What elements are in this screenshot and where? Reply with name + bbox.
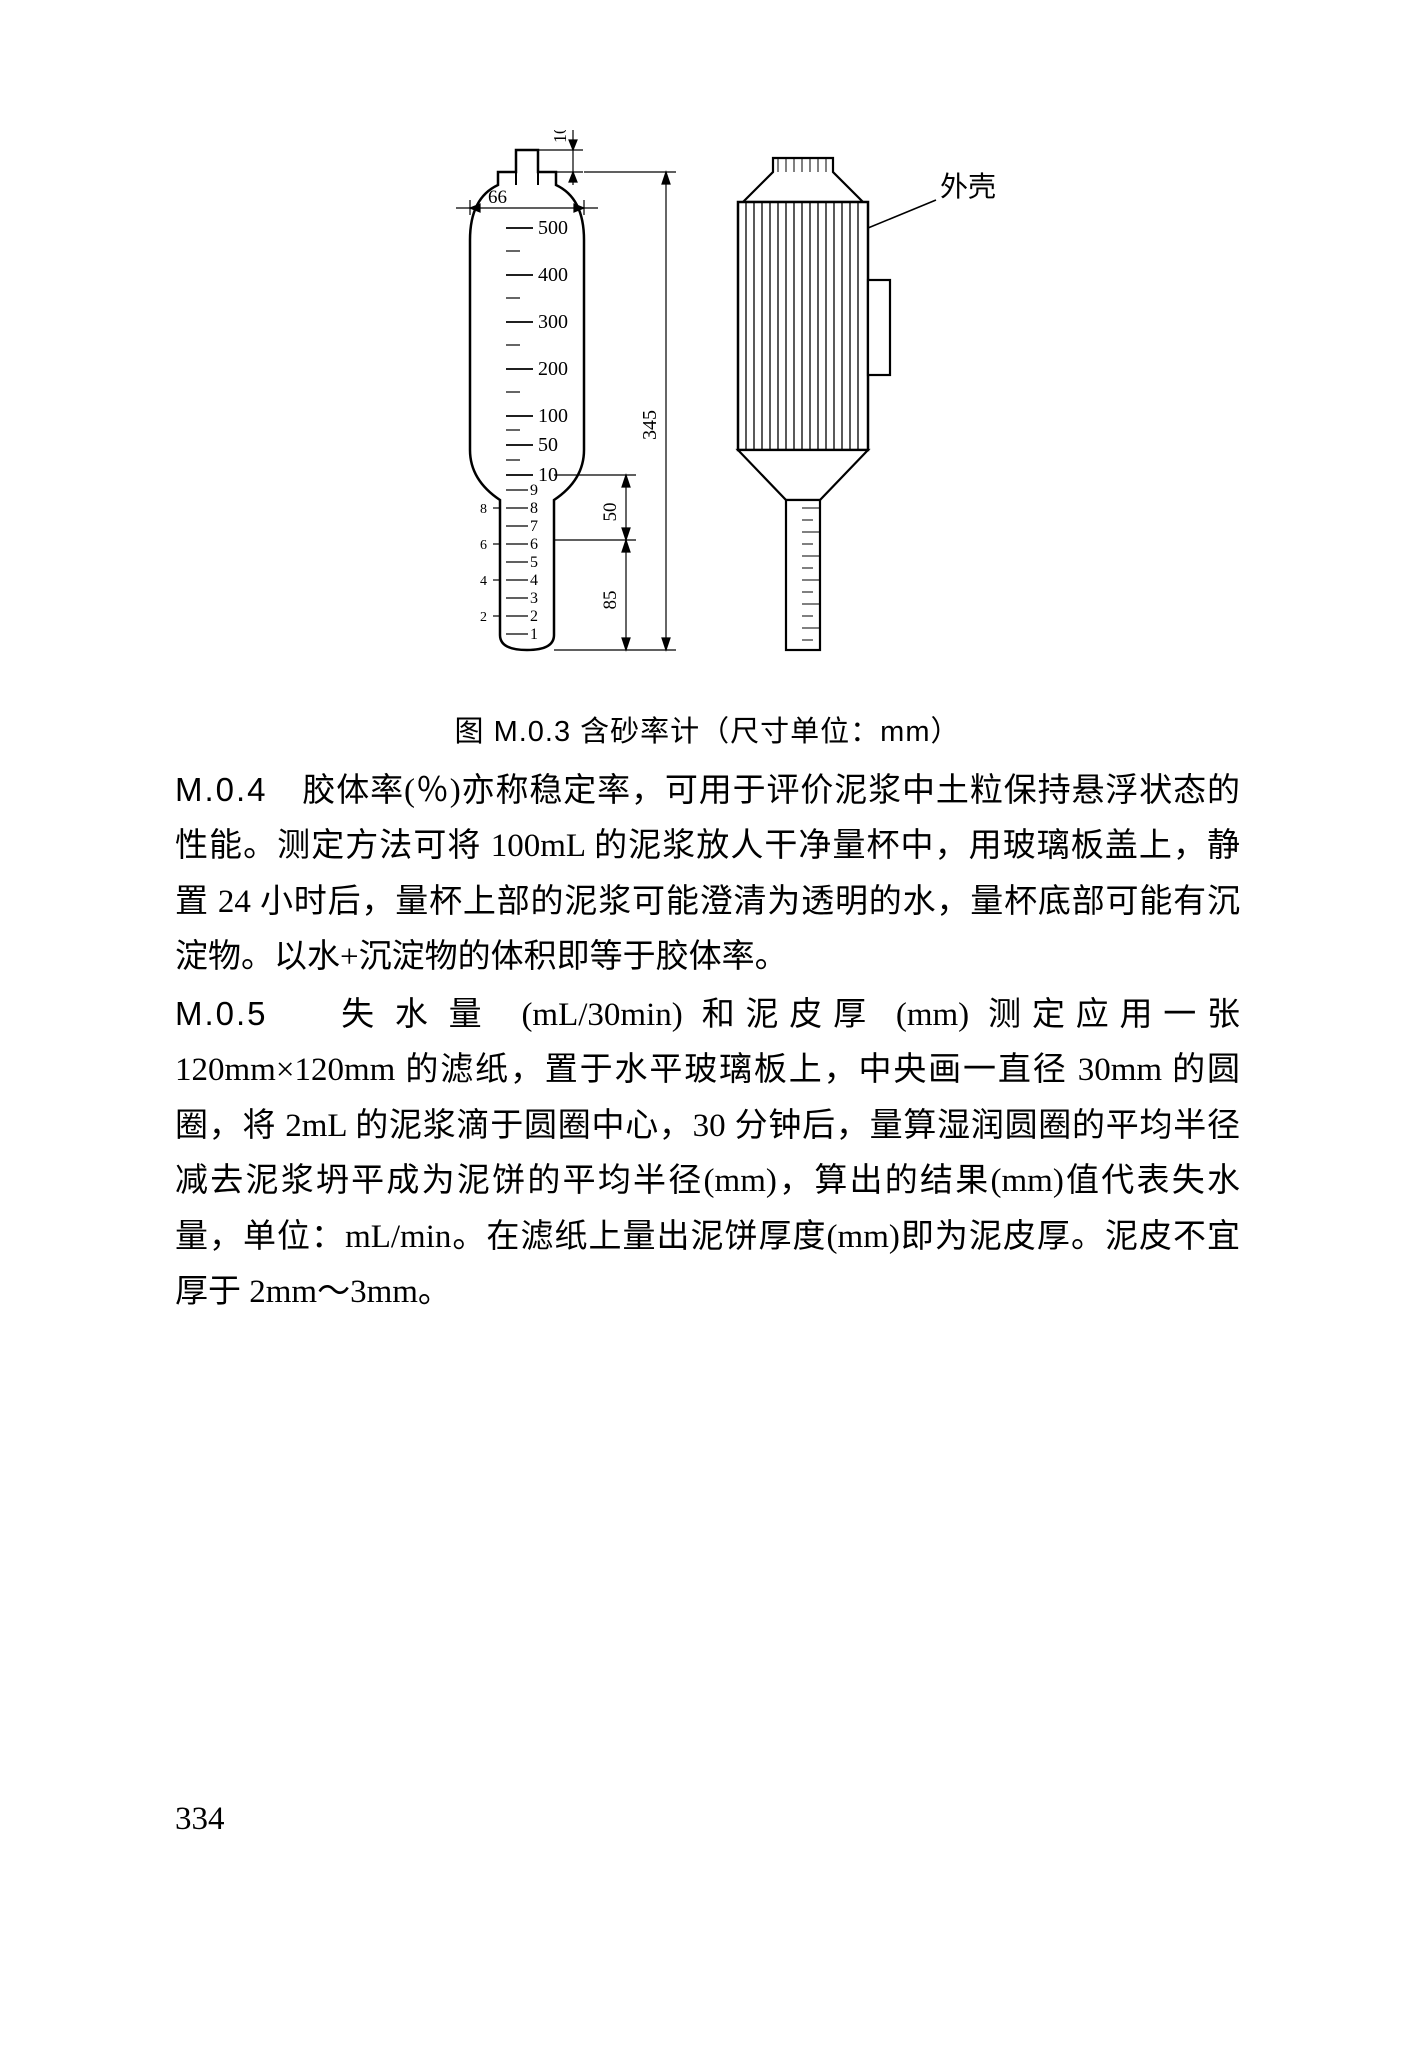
- page-number: 334: [175, 1801, 225, 1838]
- section-m04: M.0.4 胶体率(％)亦称稳定率，可用于评价泥浆中土粒保持悬浮状态的性能。测定…: [175, 762, 1240, 986]
- dim-50: 50: [600, 503, 621, 522]
- scale-500: 500: [538, 217, 568, 239]
- scale-300: 300: [538, 311, 568, 333]
- section-m05: M.0.5 失水量 (mL/30min) 和泥皮厚 (mm) 测定应用一张 12…: [175, 986, 1240, 1321]
- dim-10: 10: [550, 130, 570, 143]
- dim-345: 345: [639, 410, 661, 440]
- scale-400: 400: [538, 264, 568, 286]
- section-num-m04: M.0.4: [175, 771, 268, 808]
- dim-66: 66: [488, 187, 507, 208]
- outer-2: 2: [480, 610, 487, 625]
- scale-2: 2: [530, 608, 538, 625]
- scale-4: 4: [530, 572, 538, 589]
- right-device: 外壳: [738, 158, 996, 650]
- figure-container: 500 400 300 200 100 50 10: [175, 130, 1240, 690]
- section-num-m05: M.0.5: [175, 995, 268, 1032]
- scale-8: 8: [530, 500, 538, 517]
- scale-6: 6: [530, 536, 538, 553]
- shell-label: 外壳: [940, 171, 996, 203]
- scale-200: 200: [538, 358, 568, 380]
- document-page: 500 400 300 200 100 50 10: [0, 0, 1410, 2048]
- scale-50: 50: [538, 434, 558, 456]
- scale-7: 7: [530, 518, 538, 535]
- scale-9: 9: [530, 482, 538, 499]
- left-device: 500 400 300 200 100 50 10: [456, 130, 676, 650]
- dim-85: 85: [600, 591, 621, 610]
- scale-3: 3: [530, 590, 538, 607]
- outer-4: 4: [480, 574, 487, 589]
- figure-caption: 图 M.0.3 含砂率计（尺寸单位：mm）: [175, 708, 1240, 750]
- scale-100: 100: [538, 405, 568, 427]
- section-m05-lead: 失水量: [341, 997, 502, 1033]
- section-m04-text: 胶体率(％)亦称稳定率，可用于评价泥浆中土粒保持悬浮状态的性能。测定方法可将 1…: [175, 773, 1240, 975]
- scale-1: 1: [530, 626, 538, 643]
- outer-8: 8: [480, 502, 487, 517]
- section-m05-lead-rest: (mL/30min) 和泥皮厚 (mm) 测定应用一张: [502, 997, 1240, 1033]
- outer-6: 6: [480, 538, 487, 553]
- section-m05-text: 120mm×120mm 的滤纸，置于水平玻璃板上，中央画一直径 30mm 的圆圈…: [175, 1052, 1240, 1310]
- scale-5: 5: [530, 554, 538, 571]
- figure-svg: 500 400 300 200 100 50 10: [388, 130, 1028, 690]
